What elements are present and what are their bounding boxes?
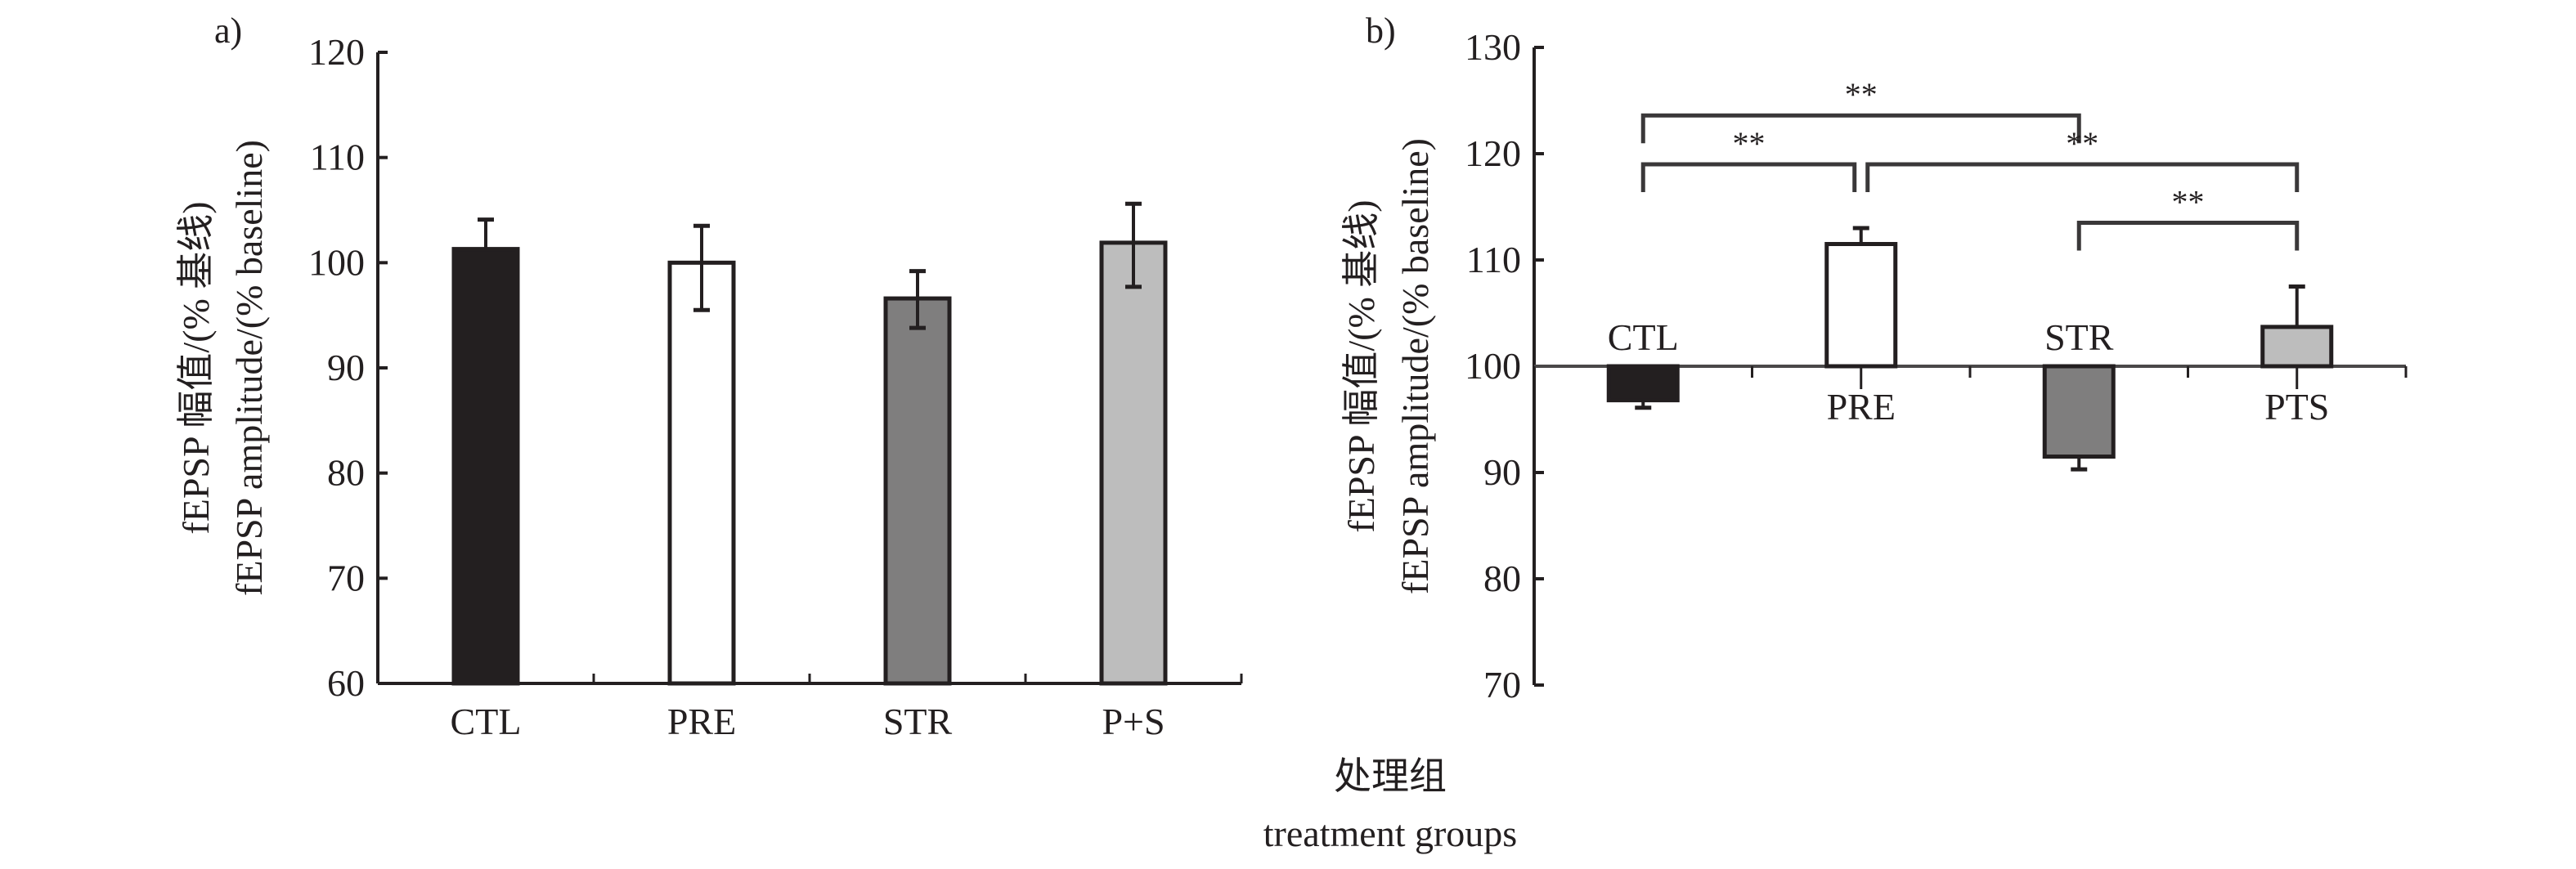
y-tick-label: 90 — [327, 347, 365, 388]
category-label: PRE — [1827, 386, 1896, 428]
bar-ctl — [1606, 364, 1680, 403]
panel-label: a) — [214, 11, 242, 51]
category-label: STR — [883, 701, 953, 742]
y-tick-label: 70 — [1483, 664, 1521, 706]
category-label: STR — [2044, 316, 2114, 358]
bar-pre — [667, 260, 736, 686]
y-tick-label: 110 — [1466, 239, 1521, 280]
y-axis-label-en: fEPSP amplitude/(% baseline) — [228, 140, 270, 596]
significance-label: ** — [2066, 125, 2098, 162]
y-tick-label: 120 — [1465, 132, 1521, 174]
bar-ps — [1099, 240, 1168, 686]
significance-label: ** — [1845, 76, 1878, 113]
significance-label: ** — [2172, 184, 2205, 221]
y-tick-label: 80 — [327, 452, 365, 494]
bar-pts — [2260, 325, 2334, 369]
bar-pre — [1824, 242, 1898, 369]
category-label: PTS — [2264, 386, 2329, 428]
y-tick-label: 100 — [1465, 345, 1521, 387]
category-label: P+S — [1102, 701, 1165, 742]
bar-ctl — [451, 247, 520, 686]
y-tick-label: 60 — [327, 662, 365, 704]
significance-bracket — [2076, 221, 2300, 251]
category-label: CTL — [1608, 316, 1679, 358]
y-axis-label-cn: fEPSP 幅值/(% 基线) — [175, 201, 217, 534]
category-label: CTL — [451, 701, 522, 742]
significance-bracket — [1640, 162, 1857, 192]
y-axis-label-cn: fEPSP 幅值/(% 基线) — [1340, 199, 1382, 532]
bar-str — [883, 296, 952, 686]
y-tick-label: 100 — [308, 241, 365, 283]
y-tick-label: 120 — [308, 31, 365, 73]
x-axis-label-en: treatment groups — [1263, 813, 1517, 854]
x-axis-label-cn: 处理组 — [1334, 755, 1447, 797]
significance-bracket — [1865, 162, 2300, 192]
y-tick-label: 70 — [327, 557, 365, 598]
panel-b: b) 70 80 90 100 110 120 130 CTL PRE STR PTS ** ** ** **… — [1340, 11, 2408, 706]
y-axis-label-en: fEPSP amplitude/(% baseline) — [1394, 138, 1436, 594]
y-tick-label: 80 — [1483, 558, 1521, 599]
significance-label: ** — [1733, 125, 1766, 162]
category-label: PRE — [667, 701, 736, 742]
panel-a: a) 60 70 80 90 100 110 120 CTL PRE STR P+S fEPSP 幅值/… — [175, 11, 1243, 742]
y-tick-label: 90 — [1483, 451, 1521, 493]
panel-label: b) — [1366, 11, 1396, 51]
y-tick-label: 130 — [1465, 26, 1521, 68]
significance-bracket — [1640, 113, 2081, 144]
bar-str — [2042, 364, 2116, 459]
y-tick-label: 110 — [310, 137, 365, 178]
